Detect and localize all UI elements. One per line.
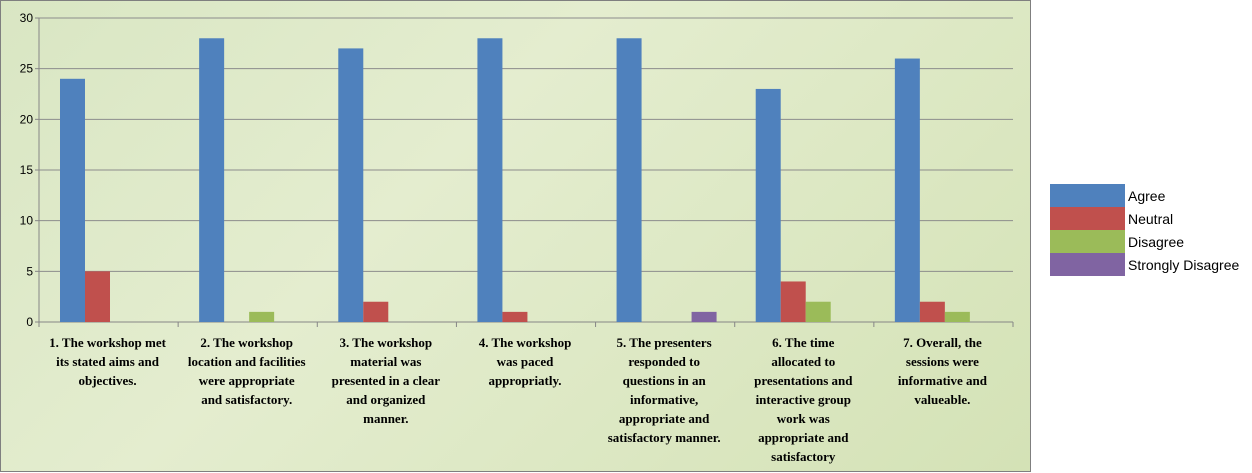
x-tick-label-line: allocated to	[771, 354, 836, 369]
x-tick-label-line: and organized	[346, 392, 426, 407]
x-tick-label-line: 3. The workshop	[339, 335, 433, 350]
legend-swatch	[1050, 253, 1125, 276]
x-tick-label-line: interactive group	[755, 392, 851, 407]
x-tick-label-line: objectives.	[78, 373, 137, 388]
legend-item: Agree	[1050, 184, 1250, 207]
legend-swatch	[1050, 184, 1125, 207]
x-tick-label-line: were appropriate	[198, 373, 295, 388]
x-tick-label-line: satisfactory	[771, 449, 836, 464]
x-tick-label-line: 4. The workshop	[478, 335, 572, 350]
x-tick-label: 6. The time allocated to presentations and…	[736, 333, 870, 466]
bar-chart: 0 5 10 15 20 25 30	[20, 11, 1014, 329]
bar-disagree	[805, 301, 831, 322]
x-tick-label-line: 2. The workshop	[200, 335, 293, 350]
bar-agree	[755, 88, 781, 322]
y-tick-label: 25	[20, 62, 34, 76]
y-tick-label: 15	[20, 163, 34, 177]
x-tick-label: 1. The workshop met its stated aims and ob…	[41, 333, 175, 390]
bar-neutral	[502, 311, 528, 322]
x-tick-label-line: 7. Overall, the	[903, 335, 982, 350]
y-tick-label: 0	[26, 315, 33, 329]
x-tick-label-line: and satisfactory.	[201, 392, 293, 407]
bar-neutral	[919, 301, 945, 322]
bar-disagree	[944, 311, 970, 322]
bar-disagree	[249, 311, 275, 322]
x-tick-label: 7. Overall, the sessions were informative …	[875, 333, 1009, 409]
x-tick-label: 4. The workshop was paced appropriatly.	[458, 333, 592, 390]
legend-label: Strongly Disagree	[1128, 257, 1240, 273]
bar-neutral	[363, 301, 389, 322]
legend-swatch	[1050, 207, 1125, 230]
x-tick-label: 5. The presenters responded to questions i…	[597, 333, 731, 447]
bar-agree	[338, 48, 364, 323]
x-tick-label: 2. The workshop location and facilities we…	[180, 333, 314, 409]
x-tick-label: 3. The workshop material was presented in …	[319, 333, 453, 428]
x-tick-label-line: location and facilities	[187, 354, 306, 369]
y-tick-label: 30	[20, 11, 34, 25]
y-tick-label: 20	[20, 112, 34, 126]
x-tick-label-line: presented in a clear	[331, 373, 441, 388]
bar-neutral	[780, 281, 806, 322]
legend-item: Disagree	[1050, 230, 1250, 253]
legend-label: Disagree	[1128, 234, 1185, 250]
y-tick-label: 5	[26, 264, 33, 278]
x-tick-label-line: its stated aims and	[56, 354, 160, 369]
chart-area: 0 5 10 15 20 25 30	[0, 0, 1031, 472]
x-tick-label-line: satisfactory manner.	[607, 430, 721, 445]
x-tick-label-line: work was	[776, 411, 830, 426]
y-tick-label: 10	[20, 214, 34, 228]
legend: Agree Neutral Disagree Strongly Disagree	[1050, 184, 1250, 276]
bar-neutral	[85, 271, 110, 322]
bar-agree	[477, 38, 503, 323]
bar-strongly-disagree	[691, 311, 717, 322]
x-tick-label-line: material was	[350, 354, 422, 369]
x-tick-label-line: informative and	[897, 373, 988, 388]
x-tick-label-line: 6. The time	[772, 335, 835, 350]
legend-label: Agree	[1128, 188, 1166, 204]
bar-agree	[60, 78, 85, 322]
bar-agree	[894, 58, 920, 323]
x-tick-label-line: appropriate and	[618, 411, 710, 426]
x-tick-label-line: valueable.	[914, 392, 971, 407]
x-tick-label-line: appropriate and	[758, 430, 849, 445]
legend-label: Neutral	[1128, 211, 1174, 227]
legend-swatch	[1050, 230, 1125, 253]
x-tick-label-line: presentations and	[754, 373, 853, 388]
bar-agree	[199, 38, 225, 323]
legend-item: Strongly Disagree	[1050, 253, 1250, 276]
bar-agree	[616, 38, 642, 323]
x-tick-label-line: 1. The workshop met	[49, 335, 166, 350]
x-tick-label-line: manner.	[363, 411, 409, 426]
x-tick-label-line: informative,	[630, 392, 699, 407]
x-tick-label-line: 5. The presenters	[616, 335, 712, 350]
x-tick-label-line: appropriatly.	[488, 373, 562, 388]
x-tick-label-line: sessions were	[905, 354, 979, 369]
x-tick-label-line: questions in an	[622, 373, 706, 388]
x-tick-label-line: was paced	[496, 354, 554, 369]
x-tick-label-line: responded to	[628, 354, 700, 369]
legend-item: Neutral	[1050, 207, 1250, 230]
